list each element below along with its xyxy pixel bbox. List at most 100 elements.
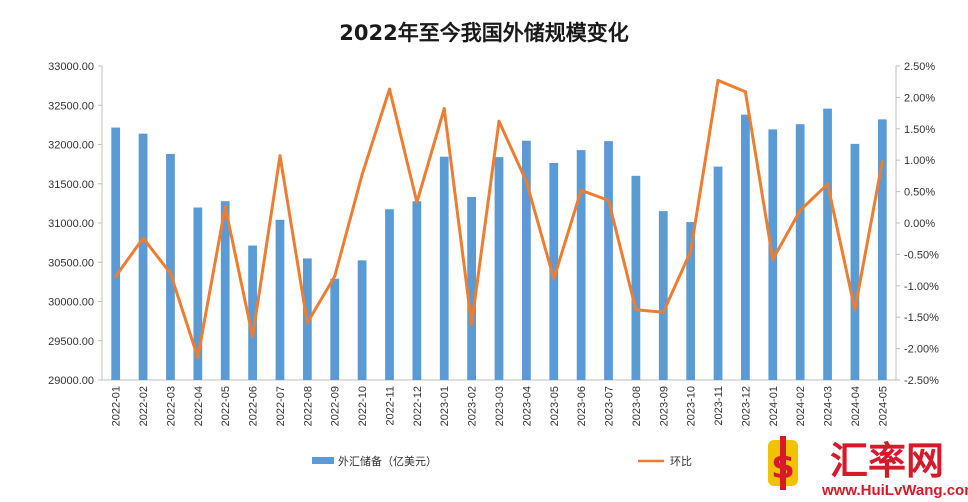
y-left-tick-label: 32000.00	[48, 140, 94, 152]
line-point	[114, 274, 118, 278]
bar	[713, 166, 723, 380]
x-tick-label: 2023-08	[631, 386, 643, 426]
line-point	[798, 208, 802, 212]
line-point	[689, 249, 693, 253]
watermark-en: www.HuiLvWang.com	[821, 482, 968, 499]
y-right-tick-label: -1.50%	[904, 312, 939, 324]
y-right-tick-label: 1.50%	[904, 124, 935, 136]
x-tick-label: 2023-12	[740, 386, 752, 426]
line-point	[607, 198, 611, 202]
x-tick-label: 2023-03	[494, 386, 506, 426]
line-point	[196, 355, 200, 359]
bar	[877, 119, 887, 380]
x-tick-label: 2023-07	[604, 386, 616, 426]
bar	[795, 124, 805, 380]
y-right-tick-label: -0.50%	[904, 249, 939, 261]
line-point	[141, 236, 145, 240]
x-tick-label: 2023-01	[439, 386, 451, 426]
x-tick-label: 2022-07	[275, 386, 287, 426]
bar	[248, 245, 257, 380]
x-tick-label: 2022-03	[165, 386, 177, 426]
legend-swatch-bar	[312, 457, 334, 464]
line-point	[360, 173, 364, 177]
x-tick-label: 2022-10	[357, 386, 369, 426]
x-tick-label: 2024-05	[877, 386, 889, 426]
bar	[521, 140, 531, 380]
line-point	[826, 182, 830, 186]
bar	[275, 219, 285, 380]
y-right-tick-label: 2.00%	[904, 92, 935, 104]
x-tick-label: 2022-09	[330, 386, 342, 426]
y-left-tick-label: 30000.00	[48, 297, 94, 309]
line-point	[743, 90, 747, 94]
bar	[111, 127, 121, 380]
bar	[494, 157, 504, 380]
bar	[686, 222, 696, 380]
bar	[850, 143, 860, 380]
bar	[357, 260, 367, 380]
bar	[631, 175, 641, 380]
x-tick-label: 2022-11	[384, 386, 396, 426]
bar	[823, 108, 832, 381]
line-point	[579, 188, 583, 192]
y-left-tick-label: 30500.00	[48, 257, 94, 269]
y-right-tick-label: 1.00%	[904, 155, 935, 167]
line-point	[552, 277, 556, 281]
line-point	[415, 200, 419, 204]
x-tick-label: 2023-11	[713, 386, 725, 426]
line-point	[442, 107, 446, 111]
line-point	[853, 308, 857, 312]
line-point	[497, 119, 501, 123]
x-tick-label: 2024-02	[795, 386, 807, 426]
legend-label-bar: 外汇储备（亿美元）	[338, 454, 437, 468]
x-tick-label: 2023-09	[658, 386, 670, 426]
x-tick-label: 2023-02	[467, 386, 479, 426]
bar	[330, 278, 340, 380]
plot-area: 29000.00 29500.00 30000.00 30500.00 31000.00…	[48, 61, 939, 426]
bar	[138, 133, 148, 380]
bar	[467, 196, 477, 380]
x-tick-label: 2023-10	[686, 386, 698, 426]
line-point	[278, 154, 282, 158]
y-right-tick-label: -1.00%	[904, 281, 939, 293]
bar	[385, 209, 394, 380]
y-left-tick-label: 32500.00	[48, 100, 94, 112]
line-point	[333, 274, 337, 278]
y-right-tick-label: 2.50%	[904, 61, 935, 73]
line-point	[524, 180, 528, 184]
y-left-tick-label: 29000.00	[48, 375, 94, 387]
y-left-tick-label: 31000.00	[48, 218, 94, 230]
line-point	[880, 159, 884, 163]
svg-text:$: $	[771, 447, 795, 487]
legend: 外汇储备（亿美元） 环比	[312, 454, 692, 468]
y-left-tick-label: 31500.00	[48, 179, 94, 191]
line-point	[661, 310, 665, 314]
line-point	[305, 321, 309, 325]
x-tick-label: 2023-05	[549, 386, 561, 426]
x-tick-label: 2024-03	[823, 386, 835, 426]
line-point	[470, 322, 474, 326]
line-point	[251, 335, 255, 339]
x-tick-label: 2022-01	[111, 386, 123, 426]
x-tick-label: 2022-06	[248, 386, 260, 426]
bar	[439, 156, 449, 380]
y-right-tick-label: 0.00%	[904, 218, 935, 230]
x-tick-label: 2022-05	[220, 386, 232, 426]
y-left-tick-label: 29500.00	[48, 336, 94, 348]
bar	[166, 153, 175, 380]
bar	[549, 162, 559, 380]
bar	[604, 141, 613, 380]
x-tick-label: 2022-12	[412, 386, 424, 426]
watermark-cn: 汇率网	[830, 439, 944, 483]
x-tick-label: 2023-06	[576, 386, 588, 426]
x-tick-label: 2022-08	[302, 386, 314, 426]
y-right-tick-label: 0.50%	[904, 187, 935, 199]
x-tick-label: 2024-04	[850, 386, 862, 426]
x-tick-label: 2024-01	[768, 386, 780, 426]
line-point	[771, 257, 775, 261]
dollar-sign-logo-icon: $	[768, 436, 798, 490]
bar	[741, 114, 750, 381]
y-left-tick-label: 33000.00	[48, 61, 94, 73]
bar	[220, 201, 230, 380]
bar	[658, 211, 668, 380]
